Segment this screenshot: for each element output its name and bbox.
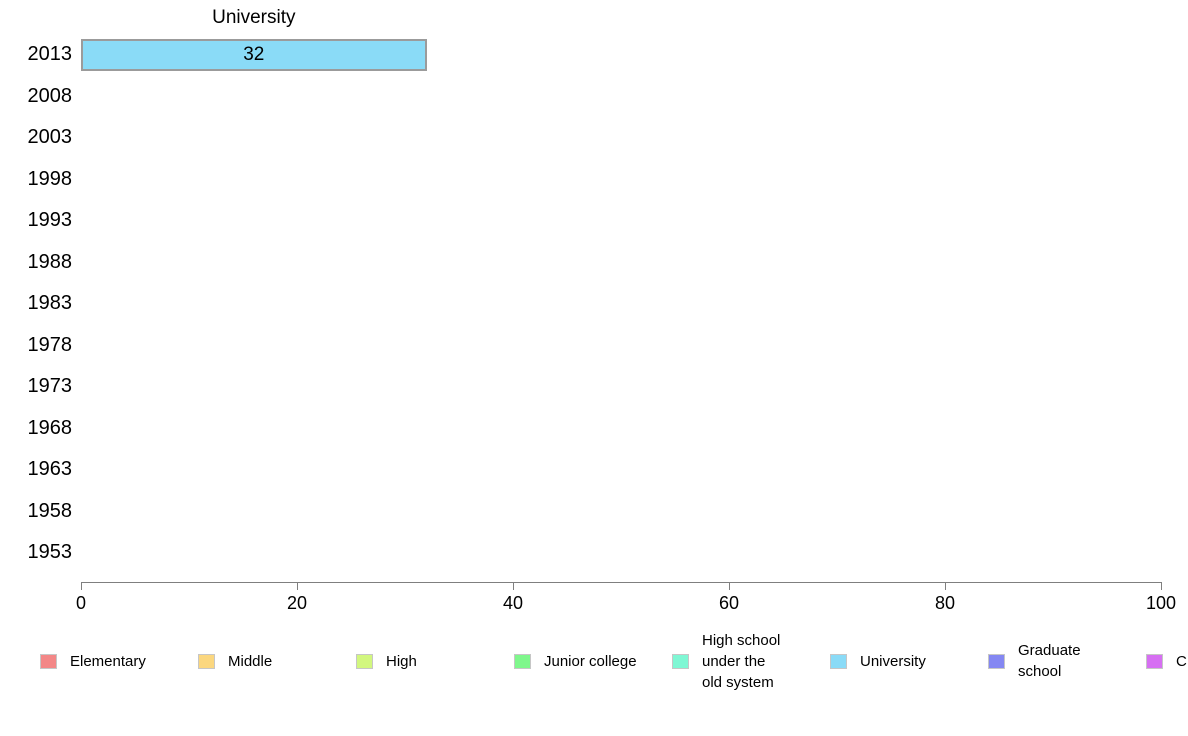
y-axis-label: 1978 [27, 333, 73, 356]
y-axis-label: 2003 [27, 126, 73, 149]
legend-swatch-icon [40, 653, 57, 669]
x-axis-line [81, 582, 1162, 583]
legend-item[interactable]: Junior college [514, 630, 637, 692]
legend-item[interactable]: University [830, 630, 926, 692]
legend-item[interactable]: Middle [198, 630, 272, 692]
tick-label: 80 [934, 593, 956, 613]
tick-mark [296, 582, 298, 590]
legend-label: University [860, 652, 926, 670]
tick-mark [512, 582, 514, 590]
tick-label: 40 [502, 593, 524, 613]
legend-swatch-icon [1146, 653, 1163, 669]
bar-value-label: 32 [243, 44, 265, 65]
y-axis-label: 2013 [27, 43, 73, 66]
legend-item[interactable]: Graduate school [988, 630, 1081, 692]
y-axis-label: 1983 [27, 292, 73, 315]
y-axis-label: 1953 [27, 541, 73, 564]
tick-mark [944, 582, 946, 590]
legend-label: Middle [228, 652, 273, 670]
legend-swatch-icon [198, 653, 215, 669]
tick-mark [1160, 582, 1162, 590]
tick-label: 100 [1145, 593, 1177, 613]
legend-swatch-icon [988, 653, 1005, 669]
y-axis-label: 1968 [27, 416, 73, 439]
legend-item[interactable]: High [356, 630, 417, 692]
y-axis-label: 1998 [27, 167, 73, 190]
tick-label: 20 [286, 593, 308, 613]
y-axis-label: 1958 [27, 499, 73, 522]
y-axis-label: 1993 [27, 209, 73, 232]
series-title: University [212, 7, 296, 28]
y-axis-label: 1963 [27, 458, 73, 481]
legend-label: Graduate school [1018, 642, 1081, 680]
legend-label: High [386, 652, 417, 670]
tick-mark [80, 582, 82, 590]
y-axis-label: 2008 [27, 84, 73, 107]
legend-swatch-icon [672, 653, 689, 669]
legend-label: Junior college [544, 652, 637, 670]
tick-label: 0 [75, 593, 87, 613]
legend-swatch-icon [830, 653, 847, 669]
legend-item[interactable]: High school under the old system [672, 630, 780, 692]
tick-label: 60 [718, 593, 740, 613]
legend-label: C [1176, 652, 1187, 670]
legend-swatch-icon [356, 653, 373, 669]
legend-label: Elementary [70, 652, 146, 670]
legend-label: High school under the old system [702, 631, 781, 691]
bar-2013-university: 32 [81, 39, 427, 71]
tick-mark [728, 582, 730, 590]
y-axis-label: 1973 [27, 375, 73, 398]
legend-swatch-icon [514, 653, 531, 669]
legend-item[interactable]: Elementary [40, 630, 146, 692]
y-axis-label: 1988 [27, 250, 73, 273]
legend-item[interactable]: C [1146, 630, 1187, 692]
